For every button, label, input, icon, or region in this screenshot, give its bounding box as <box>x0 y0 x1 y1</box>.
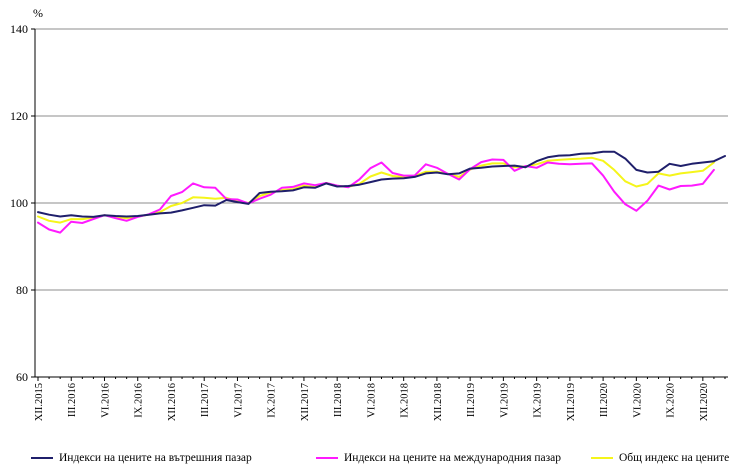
legend-item-international: Индекси на цените на международния пазар <box>316 448 561 468</box>
line-chart: 60 80 100 120 140 XII.2015 III.2016 VI.2016 IX.2… <box>10 6 728 421</box>
series-line-domestic <box>37 150 726 218</box>
x-tick-label: XII.2015 <box>34 383 45 421</box>
y-axis-unit-label: % <box>33 6 43 20</box>
x-tick-label: III.2020 <box>599 383 610 417</box>
legend-label-domestic: Индекси на цените на вътрешния пазар <box>59 452 252 464</box>
x-tick-label: XII.2019 <box>566 383 577 421</box>
legend-swatch-total <box>591 457 613 459</box>
y-tick-label: 140 <box>10 22 28 36</box>
x-tick-label: III.2019 <box>466 383 477 417</box>
x-tick-label: VI.2016 <box>100 383 111 418</box>
x-tick-label: VI.2020 <box>632 383 643 418</box>
legend-item-total: Общ индекс на цените <box>591 448 729 468</box>
y-tick-label: 80 <box>16 283 28 297</box>
x-tick-label: IX.2019 <box>533 383 544 418</box>
y-tick-label: 100 <box>10 196 28 210</box>
x-tick-label: XII.2020 <box>699 383 710 421</box>
x-tick-label: XII.2017 <box>300 383 311 421</box>
y-tick-label: 120 <box>10 109 28 123</box>
x-tick-label: IX.2020 <box>666 383 677 418</box>
x-tick-label: VI.2017 <box>233 383 244 418</box>
series-lines <box>37 150 726 234</box>
legend-item-domestic: Индекси на цените на вътрешния пазар <box>31 448 252 468</box>
legend-label-total: Общ индекс на цените <box>619 452 730 464</box>
x-tick-label: XII.2018 <box>433 383 444 421</box>
legend-swatch-international <box>316 457 338 459</box>
x-tick-label: VI.2018 <box>366 383 377 418</box>
legend: Индекси на цените на вътрешния пазар Инд… <box>0 448 740 468</box>
x-tick-label: IX.2018 <box>400 383 411 418</box>
x-tick-label: III.2017 <box>200 383 211 417</box>
legend-swatch-domestic <box>31 457 53 459</box>
x-tick-label: IX.2017 <box>267 383 278 418</box>
y-tick-label: 60 <box>16 370 28 384</box>
x-tick-label: III.2016 <box>67 383 78 417</box>
x-tick-label: XII.2016 <box>167 383 178 421</box>
gridlines <box>35 28 728 291</box>
x-tick-label: III.2018 <box>333 383 344 417</box>
legend-label-international: Индекси на цените на международния пазар <box>344 452 562 464</box>
x-tick-label: VI.2019 <box>499 383 510 418</box>
x-tick-label: IX.2016 <box>134 383 145 418</box>
axes: 60 80 100 120 140 XII.2015 III.2016 VI.2016 IX.2… <box>10 22 728 421</box>
